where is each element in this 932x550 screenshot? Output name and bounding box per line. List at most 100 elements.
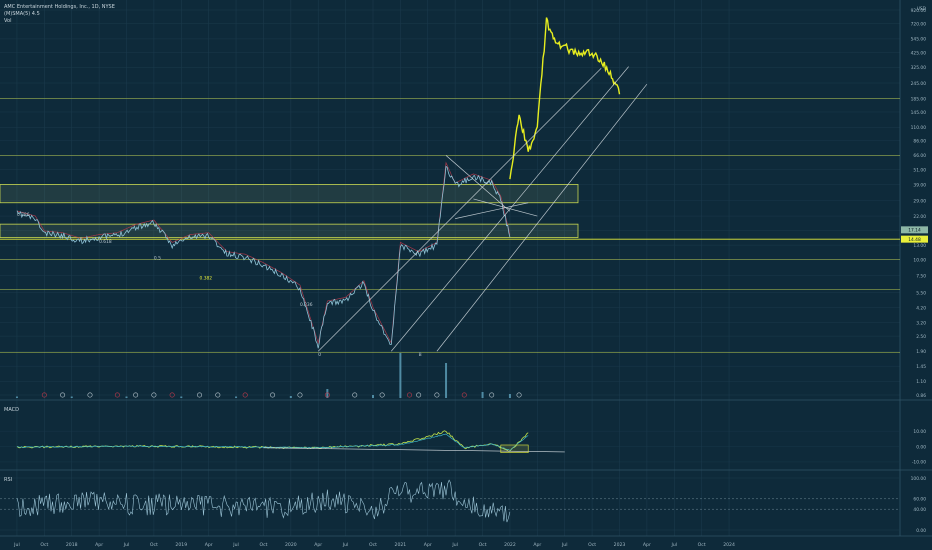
event-marker[interactable] xyxy=(242,392,248,398)
x-tick-label: Apr xyxy=(314,542,322,548)
volume-bar xyxy=(372,395,374,398)
trend-line[interactable] xyxy=(445,155,511,212)
event-marker[interactable] xyxy=(416,392,422,398)
event-marker[interactable] xyxy=(324,392,330,398)
fib-label: B xyxy=(419,352,422,358)
chart-title: AMC Entertainment Holdings, Inc., 1D, NY… xyxy=(4,4,115,10)
event-marker[interactable] xyxy=(151,392,157,398)
y-tick-label: 66.00 xyxy=(913,153,926,159)
y-tick-label: 920.00 xyxy=(911,8,927,14)
supply-demand-zone[interactable] xyxy=(0,184,579,204)
x-tick-label: Oct xyxy=(259,542,267,548)
trend-line[interactable] xyxy=(317,68,602,352)
event-marker[interactable] xyxy=(60,392,66,398)
x-tick-label: Oct xyxy=(479,542,487,548)
macd-label: MACD xyxy=(4,407,19,413)
event-markers xyxy=(41,392,522,398)
x-tick-label: Apr xyxy=(424,542,432,548)
price-line-highlight[interactable] xyxy=(509,17,621,180)
event-marker[interactable] xyxy=(434,392,440,398)
event-marker[interactable] xyxy=(41,392,47,398)
y-tick-label: 110.00 xyxy=(911,125,927,131)
y-tick-label: 4.20 xyxy=(916,305,926,311)
indicator-label: (M)SMA(5) 4.5 xyxy=(4,11,40,17)
price-line[interactable] xyxy=(16,165,511,349)
rsi-tick-label: 100.00 xyxy=(911,476,927,482)
trend-line[interactable] xyxy=(436,83,648,352)
event-marker[interactable] xyxy=(489,392,495,398)
x-tick-label: 2019 xyxy=(175,542,187,548)
y-tick-label: USD xyxy=(917,6,927,12)
price-tag-label: 17.14 xyxy=(908,228,921,234)
x-tick-label: Apr xyxy=(205,542,213,548)
y-tick-label: 1.10 xyxy=(916,379,926,385)
trend-line[interactable] xyxy=(455,202,529,219)
event-marker[interactable] xyxy=(270,392,276,398)
trend-line[interactable] xyxy=(473,198,538,217)
fib-label: 0 xyxy=(318,352,321,358)
x-tick-label: Oct xyxy=(150,542,158,548)
horizontal-levels xyxy=(0,98,900,354)
event-marker[interactable] xyxy=(133,392,139,398)
macd-tick-label: 10.00 xyxy=(913,429,926,435)
macd-signal-line[interactable] xyxy=(16,433,529,451)
channel-lines[interactable] xyxy=(317,66,648,352)
volume-bar xyxy=(180,396,183,398)
x-tick-label: Oct xyxy=(40,542,48,548)
event-marker[interactable] xyxy=(215,392,221,398)
macd-panel: 10.00 0.00 -10.00 xyxy=(0,429,926,466)
event-marker[interactable] xyxy=(407,392,413,398)
x-tick-label: Oct xyxy=(588,542,596,548)
moving-average-line xyxy=(16,161,511,345)
supply-demand-zone[interactable] xyxy=(0,223,579,238)
y-tick-label: 325.00 xyxy=(911,65,927,71)
event-marker[interactable] xyxy=(87,392,93,398)
rsi-tick-label: 0.00 xyxy=(916,528,926,534)
event-marker[interactable] xyxy=(297,392,303,398)
event-marker[interactable] xyxy=(461,392,467,398)
grid xyxy=(0,0,932,537)
x-tick-label: 2018 xyxy=(66,542,78,548)
rsi-label: RSI xyxy=(4,477,12,483)
volume-bar xyxy=(481,392,484,398)
event-marker[interactable] xyxy=(379,392,385,398)
macd-trend-line[interactable] xyxy=(263,447,565,453)
macd-tick-label: -10.00 xyxy=(912,460,926,466)
y-tick-label: 145.00 xyxy=(911,110,927,116)
y-tick-label: 10.00 xyxy=(913,257,926,263)
event-marker[interactable] xyxy=(114,392,120,398)
volume-label: Vol xyxy=(4,18,11,24)
rsi-line[interactable] xyxy=(16,479,511,523)
x-tick-label: Apr xyxy=(95,542,103,548)
x-tick-label: Jul xyxy=(670,542,677,548)
fib-label: 0.786 xyxy=(17,212,30,218)
x-tick-label: 2024 xyxy=(723,542,735,548)
y-tick-label: 1.45 xyxy=(916,364,926,370)
y-tick-label: 7.50 xyxy=(916,273,926,279)
y-tick-label: 29.00 xyxy=(913,199,926,205)
event-marker[interactable] xyxy=(516,392,522,398)
volume-bar xyxy=(508,394,511,398)
x-tick-label: Jul xyxy=(342,542,349,548)
x-tick-label: Apr xyxy=(533,542,541,548)
x-tick-label: Jul xyxy=(123,542,130,548)
y-tick-label: 5.50 xyxy=(916,290,926,296)
macd-highlight-box[interactable] xyxy=(500,444,529,453)
x-tick-label: Jul xyxy=(13,542,20,548)
macd-line[interactable] xyxy=(16,430,529,452)
price-tag xyxy=(901,226,928,234)
y-tick-label: 1.90 xyxy=(916,349,926,355)
volume-bar xyxy=(445,363,448,398)
y-tick-label: 2.50 xyxy=(916,334,926,340)
y-tick-label: 22.00 xyxy=(913,214,926,220)
event-marker[interactable] xyxy=(352,392,358,398)
volume-bar xyxy=(399,353,402,398)
x-tick-label: Jul xyxy=(451,542,458,548)
x-tick-label: Jul xyxy=(232,542,239,548)
event-marker[interactable] xyxy=(197,392,203,398)
fib-annotations: 0.786 0.618 0.5 0.382 0.236 0 B xyxy=(17,212,422,358)
volume-bar xyxy=(15,396,18,398)
event-marker[interactable] xyxy=(169,392,175,398)
